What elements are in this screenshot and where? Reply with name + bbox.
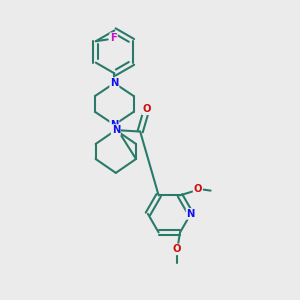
Text: O: O	[142, 104, 151, 114]
Text: O: O	[173, 244, 181, 254]
Text: N: N	[112, 125, 120, 135]
Text: N: N	[110, 78, 118, 88]
Text: N: N	[187, 209, 195, 219]
Text: N: N	[110, 120, 118, 130]
Text: F: F	[110, 33, 117, 43]
Text: O: O	[194, 184, 202, 194]
